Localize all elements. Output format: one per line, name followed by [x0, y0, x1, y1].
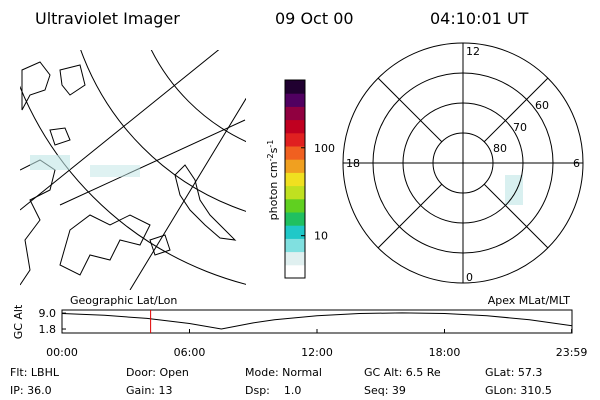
color-step — [285, 159, 305, 173]
y-tick-label: 1.8 — [39, 323, 57, 336]
polar-diagonal — [377, 183, 443, 249]
lat-label: 70 — [513, 121, 527, 134]
coastline — [174, 164, 237, 241]
color-step — [285, 264, 305, 279]
lat-label: 80 — [493, 142, 507, 155]
y-tick-label: 9.0 — [39, 307, 57, 320]
colorbar-label: photon cm-2s-1 — [266, 140, 280, 221]
right-label: Apex MLat/MLT — [488, 294, 571, 307]
info-field: Seq: 39 — [364, 384, 406, 397]
colorbar-frame — [284, 79, 306, 279]
x-tick-label: 18:00 — [429, 346, 461, 359]
color-step — [285, 238, 305, 253]
aurora — [30, 155, 523, 205]
info-field: IP: 36.0 — [10, 384, 52, 397]
mlt-label: 12 — [466, 45, 480, 58]
info-field: Door: Open — [126, 366, 189, 379]
colorbar-tick-label: 100 — [314, 142, 335, 155]
label-part: -1 — [266, 140, 275, 148]
lon-line — [129, 97, 246, 290]
y-label: GC Alt — [12, 304, 25, 339]
color-step — [285, 185, 305, 200]
aurora-patch — [30, 155, 70, 170]
info-field: Flt: LBHL — [10, 366, 60, 379]
title: Ultraviolet Imager — [35, 9, 180, 28]
color-step — [285, 80, 305, 94]
info-field: Dsp: 1.0 — [245, 384, 301, 397]
color-step — [285, 172, 305, 187]
color-step — [285, 93, 305, 107]
info-field: Mode: Normal — [245, 366, 322, 379]
label-part: photon cm — [267, 161, 280, 220]
lon-line — [59, 119, 246, 206]
x-tick-label: 00:00 — [46, 346, 78, 359]
coastline — [149, 234, 171, 256]
color-step — [285, 106, 305, 121]
mlt-label: 6 — [573, 157, 580, 170]
info-field: Gain: 13 — [126, 384, 173, 397]
coastline — [49, 127, 71, 146]
lon-line — [20, 50, 220, 211]
color-step — [285, 146, 305, 160]
altitude-line — [61, 312, 573, 330]
color-step — [285, 119, 305, 134]
info-field: GLon: 310.5 — [485, 384, 552, 397]
color-step — [285, 198, 305, 213]
x-tick-label: 12:00 — [301, 346, 333, 359]
polar-diagonal — [377, 77, 443, 143]
coastline — [59, 214, 151, 276]
left-label: Geographic Lat/Lon — [70, 294, 177, 307]
mlt-label: 0 — [466, 271, 473, 284]
date: 09 Oct 00 — [275, 9, 354, 28]
mlt-label: 18 — [346, 157, 360, 170]
polar-diagonal — [483, 77, 549, 143]
color-step — [285, 212, 305, 226]
x-tick-label: 23:59 — [556, 346, 588, 359]
label-part: s — [267, 147, 280, 153]
coastline — [59, 64, 86, 96]
info-field: GC Alt: 6.5 Re — [364, 366, 441, 379]
coastline — [21, 61, 51, 111]
color-step — [285, 132, 305, 147]
aurora-patch — [505, 175, 523, 205]
colorbar-tick-label: 10 — [314, 230, 328, 243]
time: 04:10:01 UT — [430, 9, 529, 28]
color-step — [285, 251, 305, 266]
x-tick-label: 06:00 — [174, 346, 206, 359]
color-step — [285, 225, 305, 239]
aurora-patch — [90, 165, 140, 177]
polar-diagonal — [483, 183, 549, 249]
map — [20, 50, 246, 290]
info-field: GLat: 57.3 — [485, 366, 542, 379]
label-part: -2 — [266, 153, 275, 161]
lat-label: 60 — [535, 99, 549, 112]
